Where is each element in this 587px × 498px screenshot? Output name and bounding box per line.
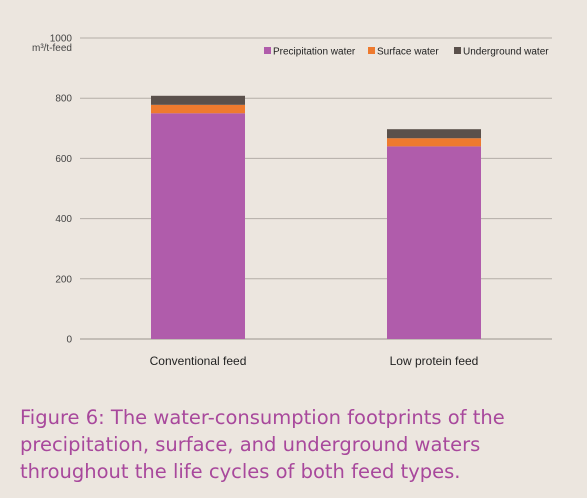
legend-label: Precipitation water	[273, 47, 356, 58]
y-tick-label: 400	[55, 214, 72, 225]
y-axis-unit-label: m³/t-feed	[32, 43, 72, 54]
figure-caption: Figure 6: The water-consumption footprin…	[20, 406, 505, 483]
gridlines	[80, 37, 552, 340]
category-label: Conventional feed	[150, 354, 247, 368]
legend-label: Underground water	[463, 47, 549, 58]
bar-segment	[387, 129, 481, 139]
legend-swatch	[368, 47, 375, 54]
legend-swatch	[264, 47, 271, 54]
y-tick-label: 0	[66, 335, 72, 346]
category-labels: Conventional feed Low protein feed	[150, 354, 479, 368]
bar-segment	[151, 104, 245, 114]
bar-segment	[387, 138, 481, 147]
bars	[151, 95, 481, 339]
stacked-bar-chart: 0 200 400 600 800 1000 m³/t-feed Conventional…	[32, 34, 552, 368]
legend-label: Surface water	[377, 47, 439, 58]
y-tick-label: 1000	[50, 34, 73, 45]
y-tick-label: 200	[55, 274, 72, 285]
y-tick-label: 600	[55, 154, 72, 165]
bar-segment	[387, 146, 481, 339]
legend: Precipitation water Surface water Undergro…	[264, 47, 549, 58]
y-tick-label: 800	[55, 94, 72, 105]
bar-segment	[151, 113, 245, 339]
legend-swatch	[454, 47, 461, 54]
bar-segment	[151, 95, 245, 105]
y-axis-ticks: 0 200 400 600 800 1000	[50, 34, 73, 346]
category-label: Low protein feed	[390, 354, 479, 368]
